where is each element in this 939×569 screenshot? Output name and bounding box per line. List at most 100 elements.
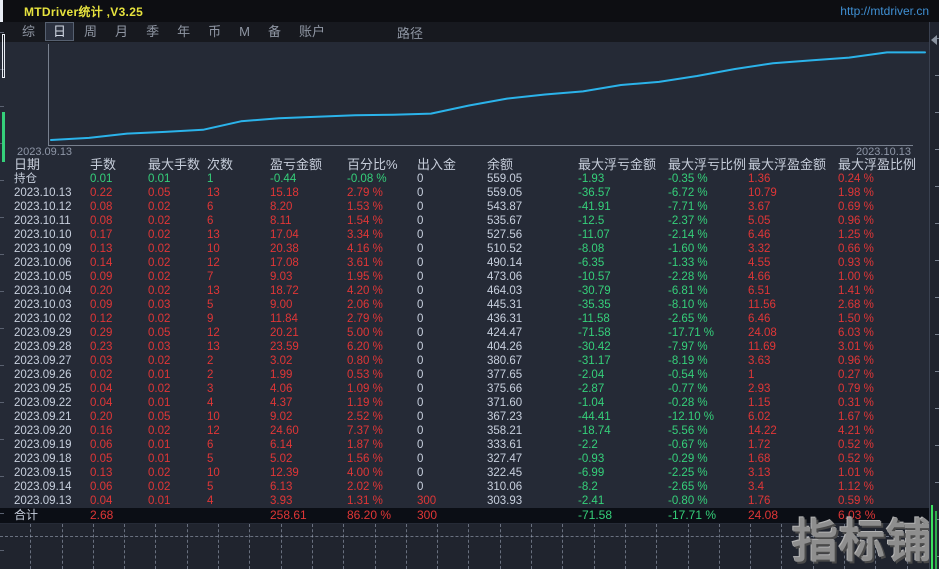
- table-cell: 4.21 %: [838, 425, 874, 437]
- column-header[interactable]: 最大浮亏比例: [668, 157, 747, 172]
- app-url-link[interactable]: http://mtdriver.cn: [840, 4, 929, 18]
- column-header[interactable]: 出入金: [417, 157, 457, 172]
- table-cell: 2023.09.13: [14, 495, 72, 507]
- table-cell: 0: [417, 271, 424, 283]
- table-row[interactable]: 2023.10.11 0.08 0.02 6 8.11 1.54 % 0 535.67 -12.…: [0, 214, 930, 228]
- column-header[interactable]: 次数: [207, 157, 234, 172]
- column-header[interactable]: 最大手数: [148, 157, 201, 172]
- table-cell: 24.60: [270, 425, 299, 437]
- table-cell: 6.46: [748, 313, 771, 325]
- table-cell: 2023.09.28: [14, 341, 72, 353]
- table-cell: 0.03: [148, 341, 171, 353]
- table-row[interactable]: 2023.09.14 0.06 0.02 5 6.13 2.02 % 0 310.06 -8.2…: [0, 480, 930, 494]
- table-cell: 445.31: [487, 299, 523, 311]
- table-row[interactable]: 2023.09.28 0.23 0.03 13 23.59 6.20 % 0 404.26 -3…: [0, 340, 930, 354]
- column-header[interactable]: 日期: [14, 157, 41, 172]
- menu-item-4[interactable]: 月: [115, 24, 129, 39]
- table-row[interactable]: 2023.09.19 0.06 0.01 6 6.14 1.87 % 0 333.61 -2.2…: [0, 438, 930, 452]
- table-row[interactable]: 2023.09.29 0.29 0.05 12 20.21 5.00 % 0 424.47 -7…: [0, 326, 930, 340]
- table-cell: 358.21: [487, 425, 523, 437]
- table-row[interactable]: 2023.10.13 0.22 0.05 13 15.18 2.79 % 0 559.05 -3…: [0, 186, 930, 200]
- column-header[interactable]: 余额: [487, 157, 514, 172]
- table-row[interactable]: 2023.10.06 0.14 0.02 12 17.08 3.61 % 0 490.14 -6…: [0, 256, 930, 270]
- table-cell: -2.14 %: [668, 229, 708, 241]
- table-row[interactable]: 2023.10.02 0.12 0.02 9 11.84 2.79 % 0 436.31 -11…: [0, 312, 930, 326]
- column-header[interactable]: 最大浮亏金额: [578, 157, 657, 172]
- table-row[interactable]: 2023.10.12 0.08 0.02 6 8.20 1.53 % 0 543.87 -41.…: [0, 200, 930, 214]
- table-cell: 13: [207, 341, 220, 353]
- table-cell: 1.98 %: [838, 187, 874, 199]
- table-cell: 436.31: [487, 313, 523, 325]
- table-cell: 3.32: [748, 243, 771, 255]
- menu-item-3[interactable]: 周: [84, 24, 98, 39]
- table-cell: 1.53 %: [347, 201, 383, 213]
- table-cell: 14.22: [748, 425, 777, 437]
- table-row[interactable]: 2023.10.04 0.20 0.02 13 18.72 4.20 % 0 464.03 -3…: [0, 284, 930, 298]
- table-cell: 1.09 %: [347, 383, 383, 395]
- table-row[interactable]: 2023.09.13 0.04 0.01 4 3.93 1.31 % 300 303.93 -2…: [0, 494, 930, 508]
- table-row[interactable]: 2023.09.26 0.02 0.01 2 1.99 0.53 % 0 377.65 -2.0…: [0, 368, 930, 382]
- table-row[interactable]: 2023.10.09 0.13 0.02 10 20.38 4.16 % 0 510.52 -8…: [0, 242, 930, 256]
- table-cell: 3.93: [270, 495, 293, 507]
- table-cell: 1.50 %: [838, 313, 874, 325]
- table-row[interactable]: 2023.10.05 0.09 0.02 7 9.03 1.95 % 0 473.06 -10.…: [0, 270, 930, 284]
- table-cell: 0.02: [148, 201, 171, 213]
- table-cell: 0: [417, 453, 424, 465]
- table-cell: -36.57: [578, 187, 611, 199]
- empty-grid-cell: [595, 524, 626, 569]
- table-cell: 6.03 %: [838, 327, 874, 339]
- menu-item-10[interactable]: 账户: [298, 24, 325, 39]
- table-cell: 13: [207, 285, 220, 297]
- column-header[interactable]: 盈亏金额: [270, 157, 323, 172]
- menu-item-8[interactable]: M: [239, 24, 250, 39]
- table-cell: -2.65 %: [668, 313, 708, 325]
- menu-item-path[interactable]: 路径: [396, 25, 423, 41]
- table-cell: 404.26: [487, 341, 523, 353]
- menu-item-7[interactable]: 币: [208, 24, 222, 39]
- table-row[interactable]: 2023.09.21 0.20 0.05 10 9.02 2.52 % 0 367.23 -44…: [0, 410, 930, 424]
- table-cell: 0.08: [90, 201, 113, 213]
- table-row[interactable]: 2023.09.25 0.04 0.02 3 4.06 1.09 % 0 375.66 -2.8…: [0, 382, 930, 396]
- equity-curve: [50, 51, 926, 141]
- column-header[interactable]: 百分比%: [347, 157, 398, 172]
- column-header[interactable]: 最大浮盈金额: [748, 157, 827, 172]
- table-cell: 23.59: [270, 341, 299, 353]
- menu-item-2[interactable]: 日: [45, 22, 75, 41]
- table-cell: 4.20 %: [347, 285, 383, 297]
- table-cell: 6.46: [748, 229, 771, 241]
- table-row[interactable]: 2023.10.10 0.17 0.02 13 17.04 3.34 % 0 527.56 -1…: [0, 228, 930, 242]
- table-cell: 9.02: [270, 411, 293, 423]
- table-cell: -17.71 %: [668, 327, 715, 339]
- table-cell: 2023.10.06: [14, 257, 72, 269]
- menu-item-9[interactable]: 备: [267, 24, 281, 39]
- table-cell: 0: [417, 299, 424, 311]
- empty-grid-cell: [782, 524, 814, 569]
- column-header[interactable]: 手数: [90, 157, 117, 172]
- table-cell: 24.08: [748, 327, 777, 339]
- table-row[interactable]: 2023.09.18 0.05 0.01 5 5.02 1.56 % 0 327.47 -0.9…: [0, 452, 930, 466]
- table-cell: 6.14: [270, 439, 293, 451]
- table-row[interactable]: 2023.09.27 0.03 0.02 2 3.02 0.80 % 0 380.67 -31.…: [0, 354, 930, 368]
- menu-item-1[interactable]: 综: [22, 24, 36, 39]
- table-cell: -18.74: [578, 425, 611, 437]
- grid-horizontal-line: [0, 536, 939, 537]
- table-row[interactable]: 2023.09.20 0.16 0.02 12 24.60 7.37 % 0 358.21 -1…: [0, 424, 930, 438]
- column-header[interactable]: 最大浮盈比例: [838, 157, 917, 172]
- table-row[interactable]: 持仓 0.01 0.01 1 -0.44 -0.08 % 0 559.05 -1.93 -0.35…: [0, 172, 930, 186]
- table-cell: 5: [207, 453, 214, 465]
- table-row[interactable]: 2023.10.03 0.09 0.03 5 9.00 2.06 % 0 445.31 -35.…: [0, 298, 930, 312]
- table-cell: 1.99: [270, 369, 293, 381]
- table-cell: 6: [207, 439, 214, 451]
- table-cell: 13: [207, 187, 220, 199]
- chart-y-axis: [48, 44, 49, 146]
- right-scrollbar[interactable]: [929, 22, 939, 569]
- table-row[interactable]: 2023.09.22 0.04 0.01 4 4.37 1.19 % 0 371.60 -1.0…: [0, 396, 930, 410]
- table-cell: 2023.10.09: [14, 243, 72, 255]
- table-cell: 310.06: [487, 481, 523, 493]
- menu-item-5[interactable]: 季: [146, 24, 160, 39]
- empty-grid-cell: [376, 524, 407, 569]
- table-row[interactable]: 2023.09.15 0.13 0.02 10 12.39 4.00 % 0 322.45 -6…: [0, 466, 930, 480]
- table-cell: 0.02: [148, 355, 171, 367]
- menu-item-6[interactable]: 年: [177, 24, 191, 39]
- table-cell: 375.66: [487, 383, 523, 395]
